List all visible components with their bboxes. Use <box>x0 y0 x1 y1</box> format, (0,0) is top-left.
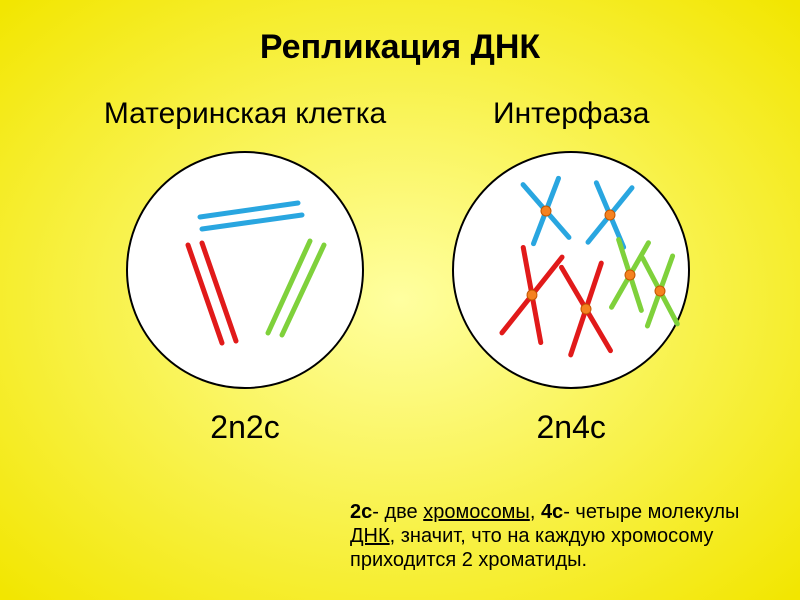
caption-bold-4c: 4с <box>541 501 563 523</box>
mother-cell-diagram <box>120 145 370 395</box>
interphase-cell-diagram <box>446 145 696 395</box>
interphase-cell-formula: 2n4c <box>536 409 605 446</box>
mother-cell-block: Материнская клетка 2n2c <box>104 97 386 446</box>
page-title: Репликация ДНК <box>0 0 800 67</box>
caption-bold-2c: 2с <box>350 501 372 523</box>
caption-text: 2с- две хромосомы, 4с- четыре молекулы Д… <box>350 500 780 572</box>
caption-ul-chromosomes: хромосомы <box>423 501 530 523</box>
mother-cell-formula: 2n2c <box>210 409 279 446</box>
mother-cell-label: Материнская клетка <box>104 97 386 131</box>
interphase-cell-block: Интерфаза 2n4c <box>446 97 696 446</box>
interphase-cell-label: Интерфаза <box>493 97 649 131</box>
caption-ul-dna: ДНК <box>350 525 390 547</box>
cells-row: Материнская клетка 2n2c Интерфаза 2n4c <box>0 97 800 446</box>
